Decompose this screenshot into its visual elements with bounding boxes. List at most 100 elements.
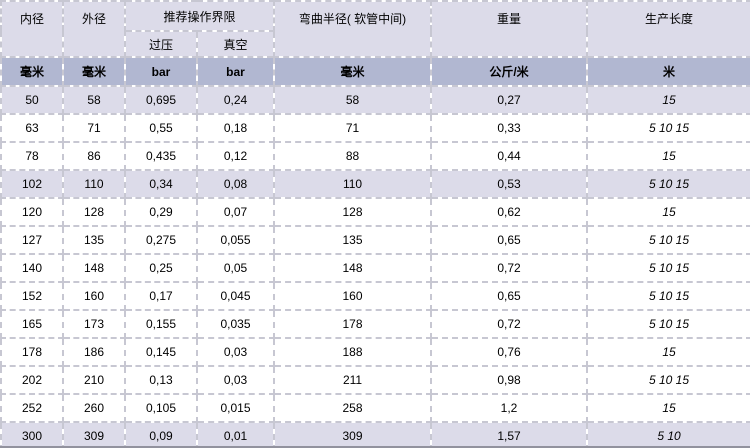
cell-inner_diameter: 300 — [0, 421, 64, 446]
cell-bend_radius: 188 — [273, 337, 433, 367]
header-overpressure: 过压 — [124, 30, 198, 58]
cell-bend_radius: 110 — [273, 169, 433, 199]
cell-outer_diameter: 173 — [62, 309, 126, 339]
cell-weight: 0,76 — [430, 337, 589, 367]
cell-outer_diameter: 128 — [62, 197, 126, 227]
cell-outer_diameter: 110 — [62, 169, 126, 199]
table-row: 165 173 0,155 0,035 178 0,72 5 10 15 — [0, 309, 750, 339]
cell-weight: 1,57 — [430, 421, 589, 446]
cell-weight: 0,65 — [430, 281, 589, 311]
cell-vacuum: 0,12 — [195, 141, 276, 171]
cell-overpressure: 0,145 — [124, 337, 198, 367]
cell-bend_radius: 88 — [273, 141, 433, 171]
cell-bend_radius: 178 — [273, 309, 433, 339]
table-row: 102 110 0,34 0,08 110 0,53 5 10 15 — [0, 169, 750, 199]
header-inner-diameter: 内径 — [0, 0, 64, 58]
cell-vacuum: 0,045 — [195, 281, 276, 311]
table-row: 140 148 0,25 0,05 148 0,72 5 10 15 — [0, 253, 750, 283]
cell-outer_diameter: 309 — [62, 421, 126, 446]
cell-vacuum: 0,05 — [195, 253, 276, 283]
cell-inner_diameter: 178 — [0, 337, 64, 367]
cell-inner_diameter: 252 — [0, 393, 64, 423]
table-row: 78 86 0,435 0,12 88 0,44 15 — [0, 141, 750, 171]
unit-vacuum: bar — [195, 56, 276, 87]
unit-inner-diameter: 毫米 — [0, 56, 64, 87]
cell-outer_diameter: 148 — [62, 253, 126, 283]
cell-production_length: 5 10 15 — [586, 113, 750, 143]
table-row: 63 71 0,55 0,18 71 0,33 5 10 15 — [0, 113, 750, 143]
header-row-sub: 过压 真空 — [1, 30, 750, 58]
cell-weight: 0,44 — [430, 141, 589, 171]
cell-bend_radius: 258 — [273, 393, 433, 423]
cell-production_length: 15 — [586, 141, 750, 171]
header-outer-diameter: 外径 — [62, 0, 126, 58]
cell-inner_diameter: 78 — [0, 141, 64, 171]
unit-production-length: 米 — [586, 56, 750, 87]
cell-overpressure: 0,17 — [124, 281, 198, 311]
cell-weight: 0,72 — [430, 253, 589, 283]
cell-bend_radius: 128 — [273, 197, 433, 227]
cell-vacuum: 0,07 — [195, 197, 276, 227]
cell-vacuum: 0,08 — [195, 169, 276, 199]
cell-production_length: 5 10 15 — [586, 225, 750, 255]
cell-overpressure: 0,29 — [124, 197, 198, 227]
header-weight: 重量 — [430, 0, 589, 58]
cell-inner_diameter: 202 — [0, 365, 64, 395]
cell-production_length: 5 10 15 — [586, 309, 750, 339]
cell-outer_diameter: 186 — [62, 337, 126, 367]
cell-overpressure: 0,55 — [124, 113, 198, 143]
cell-overpressure: 0,695 — [124, 85, 198, 115]
cell-production_length: 15 — [586, 393, 750, 423]
header-operating-limits: 推荐操作界限 — [123, 0, 276, 32]
cell-weight: 0,98 — [430, 365, 589, 395]
cell-vacuum: 0,03 — [195, 337, 276, 367]
cell-overpressure: 0,09 — [124, 421, 198, 446]
cell-inner_diameter: 63 — [0, 113, 64, 143]
cell-outer_diameter: 160 — [62, 281, 126, 311]
cell-production_length: 5 10 15 — [586, 281, 750, 311]
cell-outer_diameter: 86 — [62, 141, 126, 171]
cell-inner_diameter: 165 — [0, 309, 64, 339]
cell-vacuum: 0,01 — [195, 421, 276, 446]
cell-weight: 1,2 — [430, 393, 589, 423]
cell-vacuum: 0,18 — [195, 113, 276, 143]
cell-outer_diameter: 71 — [62, 113, 126, 143]
cell-overpressure: 0,34 — [124, 169, 198, 199]
cell-weight: 0,53 — [430, 169, 589, 199]
cell-production_length: 5 10 15 — [586, 365, 750, 395]
cell-production_length: 5 10 15 — [586, 253, 750, 283]
cell-outer_diameter: 135 — [62, 225, 126, 255]
table-row: 50 58 0,695 0,24 58 0,27 15 — [0, 85, 750, 115]
cell-inner_diameter: 127 — [0, 225, 64, 255]
cell-production_length: 15 — [586, 337, 750, 367]
cell-overpressure: 0,25 — [124, 253, 198, 283]
cell-weight: 0,62 — [430, 197, 589, 227]
cell-inner_diameter: 140 — [0, 253, 64, 283]
table-row: 300 309 0,09 0,01 309 1,57 5 10 — [0, 421, 750, 446]
cell-outer_diameter: 210 — [62, 365, 126, 395]
cell-bend_radius: 58 — [273, 85, 433, 115]
cell-weight: 0,27 — [430, 85, 589, 115]
cell-production_length: 5 10 15 — [586, 169, 750, 199]
cell-weight: 0,72 — [430, 309, 589, 339]
cell-overpressure: 0,155 — [124, 309, 198, 339]
units-row: 毫米 毫米 bar bar 毫米 公斤/米 米 — [0, 56, 750, 87]
cell-inner_diameter: 120 — [0, 197, 64, 227]
cell-inner_diameter: 152 — [0, 281, 64, 311]
cell-bend_radius: 71 — [273, 113, 433, 143]
cell-bend_radius: 148 — [273, 253, 433, 283]
table-row: 202 210 0,13 0,03 211 0,98 5 10 15 — [0, 365, 750, 395]
cell-bend_radius: 160 — [273, 281, 433, 311]
cell-overpressure: 0,13 — [124, 365, 198, 395]
cell-inner_diameter: 102 — [0, 169, 64, 199]
table-header: 内径 外径 推荐操作界限 弯曲半径( 软管中间) 重量 生产长度 过压 真空 毫… — [0, 0, 750, 87]
cell-bend_radius: 211 — [273, 365, 433, 395]
cell-overpressure: 0,105 — [124, 393, 198, 423]
cell-vacuum: 0,24 — [195, 85, 276, 115]
table-row: 120 128 0,29 0,07 128 0,62 15 — [0, 197, 750, 227]
cell-overpressure: 0,275 — [124, 225, 198, 255]
header-row-main: 内径 外径 推荐操作界限 弯曲半径( 软管中间) 重量 生产长度 — [0, 0, 750, 58]
table-row: 252 260 0,105 0,015 258 1,2 15 — [0, 393, 750, 423]
table-row: 178 186 0,145 0,03 188 0,76 15 — [0, 337, 750, 367]
